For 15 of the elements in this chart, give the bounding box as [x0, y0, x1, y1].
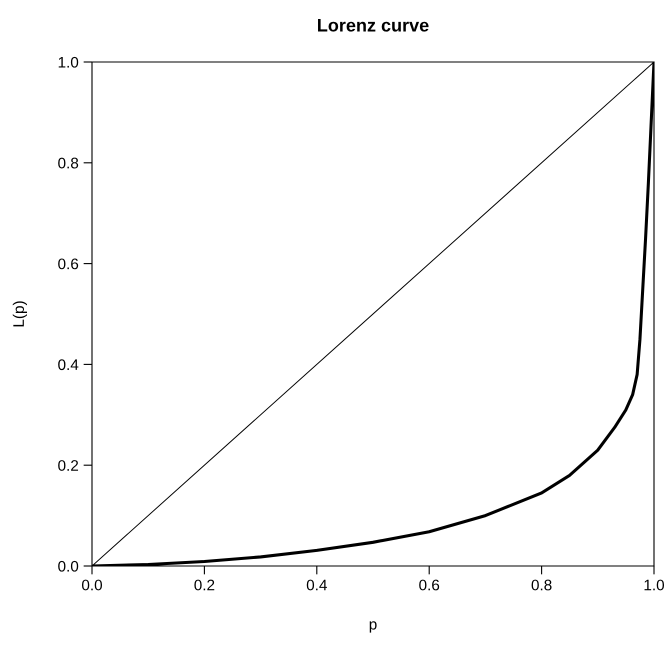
- x-tick-label: 0.4: [306, 580, 327, 590]
- x-tick-label: 0.2: [194, 580, 214, 590]
- y-tick-label: 0.8: [58, 158, 78, 168]
- chart-title: Lorenz curve: [318, 19, 429, 32]
- x-tick-label: 0.8: [532, 580, 552, 590]
- x-tick-label: 0.6: [419, 580, 440, 590]
- x-axis-title: p: [370, 621, 377, 633]
- y-tick-label: 0.0: [58, 560, 78, 572]
- y-axis-title: L(p): [12, 301, 28, 326]
- y-tick-label: 0.2: [58, 460, 78, 471]
- y-tick-label: 0.4: [58, 359, 78, 370]
- x-tick-label: 0.0: [82, 580, 102, 590]
- y-tick-label: 1.0: [58, 56, 78, 68]
- x-tick-label: 1.0: [644, 580, 664, 590]
- y-tick-label: 0.6: [58, 258, 78, 270]
